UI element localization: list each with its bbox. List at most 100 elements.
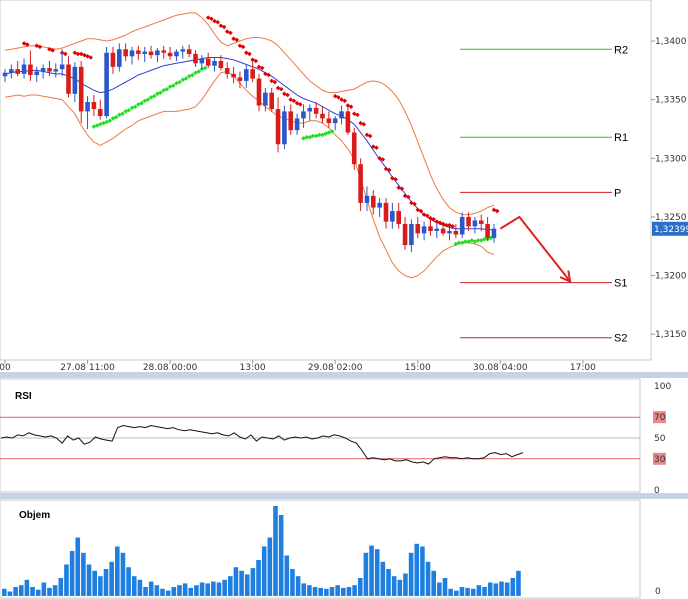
- candle-body: [2, 72, 8, 77]
- candle-body: [250, 69, 255, 79]
- bollinger-upper-line: [4, 12, 495, 216]
- volume-bar: [24, 579, 30, 596]
- rsi-level-badge: [653, 452, 666, 465]
- candle-body: [117, 49, 122, 67]
- volume-title: Objem: [19, 510, 50, 521]
- candle-body: [104, 52, 109, 117]
- candle-body: [263, 92, 268, 106]
- sar-dot: [75, 51, 81, 57]
- price-tick-label: 1,3150: [655, 330, 687, 340]
- candle-body: [256, 78, 262, 106]
- candle-body: [212, 60, 217, 66]
- rsi-series-line: [0, 424, 524, 465]
- candle-body: [174, 51, 179, 57]
- volume-bar: [510, 578, 516, 596]
- volume-bar: [493, 583, 499, 596]
- volume-bar: [182, 583, 188, 596]
- volume-bar: [148, 581, 154, 596]
- volume-bar: [380, 561, 386, 596]
- volume-bar: [92, 570, 97, 596]
- volume-bar: [442, 578, 448, 596]
- rsi-line: [0, 424, 524, 465]
- volume-bar: [357, 578, 363, 596]
- candle-body: [28, 64, 33, 76]
- candle-body: [110, 52, 116, 67]
- volume-bar: [363, 552, 369, 596]
- candle-body: [282, 111, 287, 145]
- candle-body: [53, 69, 59, 72]
- volume-bar: [109, 561, 114, 596]
- candle-body: [390, 211, 395, 222]
- panel-separator[interactable]: [0, 372, 688, 378]
- candle-body: [326, 118, 332, 124]
- volume-tick-label: 0: [655, 587, 661, 597]
- volume-bar: [222, 579, 227, 596]
- volume-bar: [403, 573, 408, 596]
- time-tick-label: 00: [0, 363, 11, 373]
- candle-body: [345, 111, 351, 133]
- candle-body: [371, 195, 376, 208]
- sar-dot: [63, 51, 68, 57]
- candle-body: [244, 69, 249, 81]
- rsi-title: RSI: [15, 391, 32, 402]
- sar-dot: [177, 79, 182, 85]
- last-price-label: 1,32399: [654, 225, 688, 235]
- volume-bar: [391, 576, 397, 596]
- volume-bar: [420, 546, 425, 596]
- candle-body: [167, 52, 173, 57]
- volume-bar: [103, 569, 109, 596]
- time-tick-label: 30.08 04:00: [473, 363, 528, 373]
- volume-bar: [278, 515, 284, 596]
- candle-body: [155, 50, 160, 56]
- candle-body: [218, 60, 224, 69]
- volume-bar: [256, 560, 261, 596]
- last-price-marker: [652, 221, 688, 236]
- volume-bar: [516, 570, 521, 596]
- candle-body: [288, 111, 294, 131]
- volume-bar: [504, 582, 510, 596]
- volume-bar: [86, 564, 92, 596]
- panel-separator[interactable]: [0, 493, 688, 499]
- time-tick-label: 13:00: [240, 363, 266, 373]
- volume-bar: [98, 576, 103, 596]
- volume-bar: [312, 587, 318, 596]
- volume-bars: [2, 506, 521, 596]
- candle-body: [199, 58, 205, 64]
- volume-bar: [341, 587, 346, 596]
- candle-body: [237, 77, 243, 81]
- volume-bar: [454, 590, 459, 596]
- sar-dot: [196, 69, 201, 74]
- sar-dot: [228, 30, 233, 36]
- candle-body: [459, 216, 465, 235]
- volume-bar: [18, 585, 24, 596]
- pivot-r1-label: R1: [614, 132, 628, 144]
- candle-body: [364, 195, 370, 203]
- sar-dot: [120, 111, 125, 117]
- volume-bar: [188, 587, 194, 596]
- volume-bar: [301, 583, 307, 596]
- volume-bar: [408, 552, 414, 596]
- volume-bar: [369, 545, 374, 596]
- time-tick-label: 28.08 00:00: [143, 363, 198, 373]
- volume-bar: [346, 587, 352, 596]
- price-tick-label: 1,3400: [655, 37, 687, 47]
- time-tick-label: 17:00: [570, 363, 596, 373]
- candle-body: [40, 68, 46, 72]
- sar-dot: [329, 129, 335, 134]
- volume-bar: [244, 574, 250, 596]
- volume-bar: [216, 582, 222, 596]
- sar-dot: [298, 102, 303, 107]
- candle-body: [351, 132, 357, 165]
- candle-body: [415, 223, 421, 234]
- volume-bar: [41, 582, 47, 596]
- price-tick-label: 1,3300: [655, 154, 687, 164]
- volume-bar: [177, 585, 182, 596]
- volume-bar: [431, 570, 436, 596]
- candle-body: [383, 202, 389, 222]
- volume-bar: [131, 576, 137, 596]
- candle-body: [269, 92, 274, 110]
- candle-body: [466, 216, 471, 227]
- volume-bar: [470, 588, 476, 596]
- candle-body: [421, 226, 427, 234]
- volume-bar: [499, 581, 504, 596]
